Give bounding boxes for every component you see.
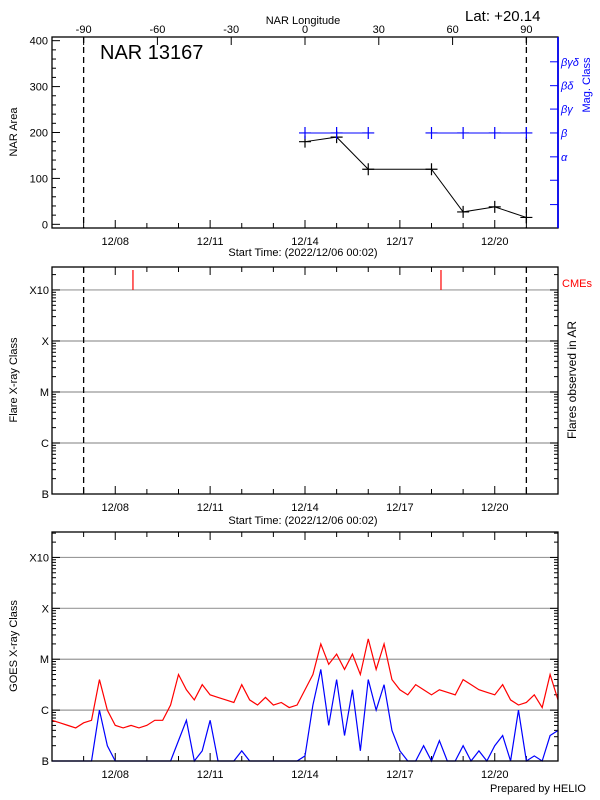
x-tick-label: 12/11 bbox=[197, 236, 224, 248]
mag-class-point bbox=[520, 126, 533, 139]
y-tick-label: B bbox=[42, 756, 49, 768]
plot-frame bbox=[51, 266, 559, 495]
goes-short-flux-line bbox=[52, 669, 559, 763]
y-tick-label: C bbox=[41, 438, 49, 450]
x-tick-label: 12/08 bbox=[101, 769, 129, 781]
y-tick-label: 300 bbox=[30, 82, 48, 94]
x-tick-label: 12/17 bbox=[386, 502, 414, 514]
area-point bbox=[457, 205, 470, 218]
mag-class-tick-label: βγδ bbox=[560, 57, 580, 69]
x-tick-label: 12/20 bbox=[481, 502, 509, 514]
y-tick-label: X bbox=[42, 603, 50, 615]
x-tick-label: 12/17 bbox=[386, 236, 414, 248]
top-x-tick-label: 0 bbox=[302, 24, 308, 36]
mag-class-tick-label: β bbox=[560, 128, 568, 140]
x-tick-label: 12/08 bbox=[101, 236, 129, 248]
x-tick-label: 12/14 bbox=[291, 236, 319, 248]
x-tick-label: 12/11 bbox=[197, 502, 224, 514]
cme-label: CMEs bbox=[562, 278, 592, 290]
top-x-tick-label: -30 bbox=[223, 24, 239, 36]
top-x-tick-label: -90 bbox=[76, 24, 92, 36]
mag-class-tick-label: βγ bbox=[560, 104, 574, 116]
area-y-axis-title: NAR Area bbox=[8, 107, 20, 157]
mag-class-tick-label: α bbox=[561, 152, 568, 164]
y-tick-label: M bbox=[40, 387, 49, 399]
x-tick-label: 12/20 bbox=[481, 236, 509, 248]
panel2-x-axis-title: Start Time: (2022/12/06 00:02) bbox=[228, 515, 377, 527]
y-tick-label: C bbox=[41, 705, 49, 717]
area-point bbox=[488, 200, 501, 213]
mag-class-point bbox=[488, 126, 501, 139]
mag-class-point bbox=[362, 126, 375, 139]
x-tick-label: 12/14 bbox=[291, 769, 319, 781]
mag-class-tick-label: βδ bbox=[560, 81, 574, 93]
plot-frame bbox=[51, 531, 559, 762]
area-point bbox=[362, 163, 375, 176]
y-tick-label: X10 bbox=[29, 552, 49, 564]
top-x-tick-label: 30 bbox=[373, 24, 385, 36]
mag-class-axis-title: Mag. Class bbox=[581, 57, 593, 113]
y-tick-label: X10 bbox=[29, 285, 49, 297]
area-point bbox=[425, 163, 438, 176]
y-tick-label: 0 bbox=[42, 219, 48, 231]
top-x-tick-label: -60 bbox=[149, 24, 165, 36]
goes-long-flux-line bbox=[51, 638, 559, 729]
mag-class-point bbox=[425, 126, 438, 139]
flares-observed-axis-title: Flares observed in AR bbox=[565, 321, 579, 439]
panel1-x-axis-title: Start Time: (2022/12/06 00:02) bbox=[228, 247, 377, 259]
y-tick-label: 200 bbox=[30, 128, 48, 140]
goes-y-axis-title: GOES X-ray Class bbox=[8, 600, 20, 692]
region-title: NAR 13167 bbox=[100, 42, 203, 64]
credit-label: Prepared by HELIO bbox=[490, 783, 586, 795]
y-tick-label: X bbox=[42, 336, 50, 348]
x-tick-label: 12/20 bbox=[481, 769, 509, 781]
x-tick-label: 12/17 bbox=[386, 769, 414, 781]
y-tick-label: 400 bbox=[30, 36, 48, 48]
y-tick-label: 100 bbox=[30, 173, 48, 185]
y-tick-label: B bbox=[42, 489, 49, 501]
top-x-axis-title: NAR Longitude bbox=[266, 15, 341, 27]
x-tick-label: 12/08 bbox=[101, 502, 129, 514]
mag-class-point bbox=[330, 126, 343, 139]
flare-y-axis-title: Flare X-ray Class bbox=[8, 337, 20, 422]
top-x-tick-label: 60 bbox=[446, 24, 458, 36]
x-tick-label: 12/14 bbox=[291, 502, 319, 514]
area-point bbox=[520, 211, 533, 224]
mag-class-point bbox=[299, 126, 311, 139]
area-line bbox=[304, 136, 527, 218]
top-x-tick-label: 90 bbox=[520, 24, 532, 36]
y-tick-label: M bbox=[40, 654, 49, 666]
latitude-label: Lat: +20.14 bbox=[465, 8, 540, 25]
mag-class-point bbox=[457, 126, 470, 139]
x-tick-label: 12/11 bbox=[197, 769, 224, 781]
